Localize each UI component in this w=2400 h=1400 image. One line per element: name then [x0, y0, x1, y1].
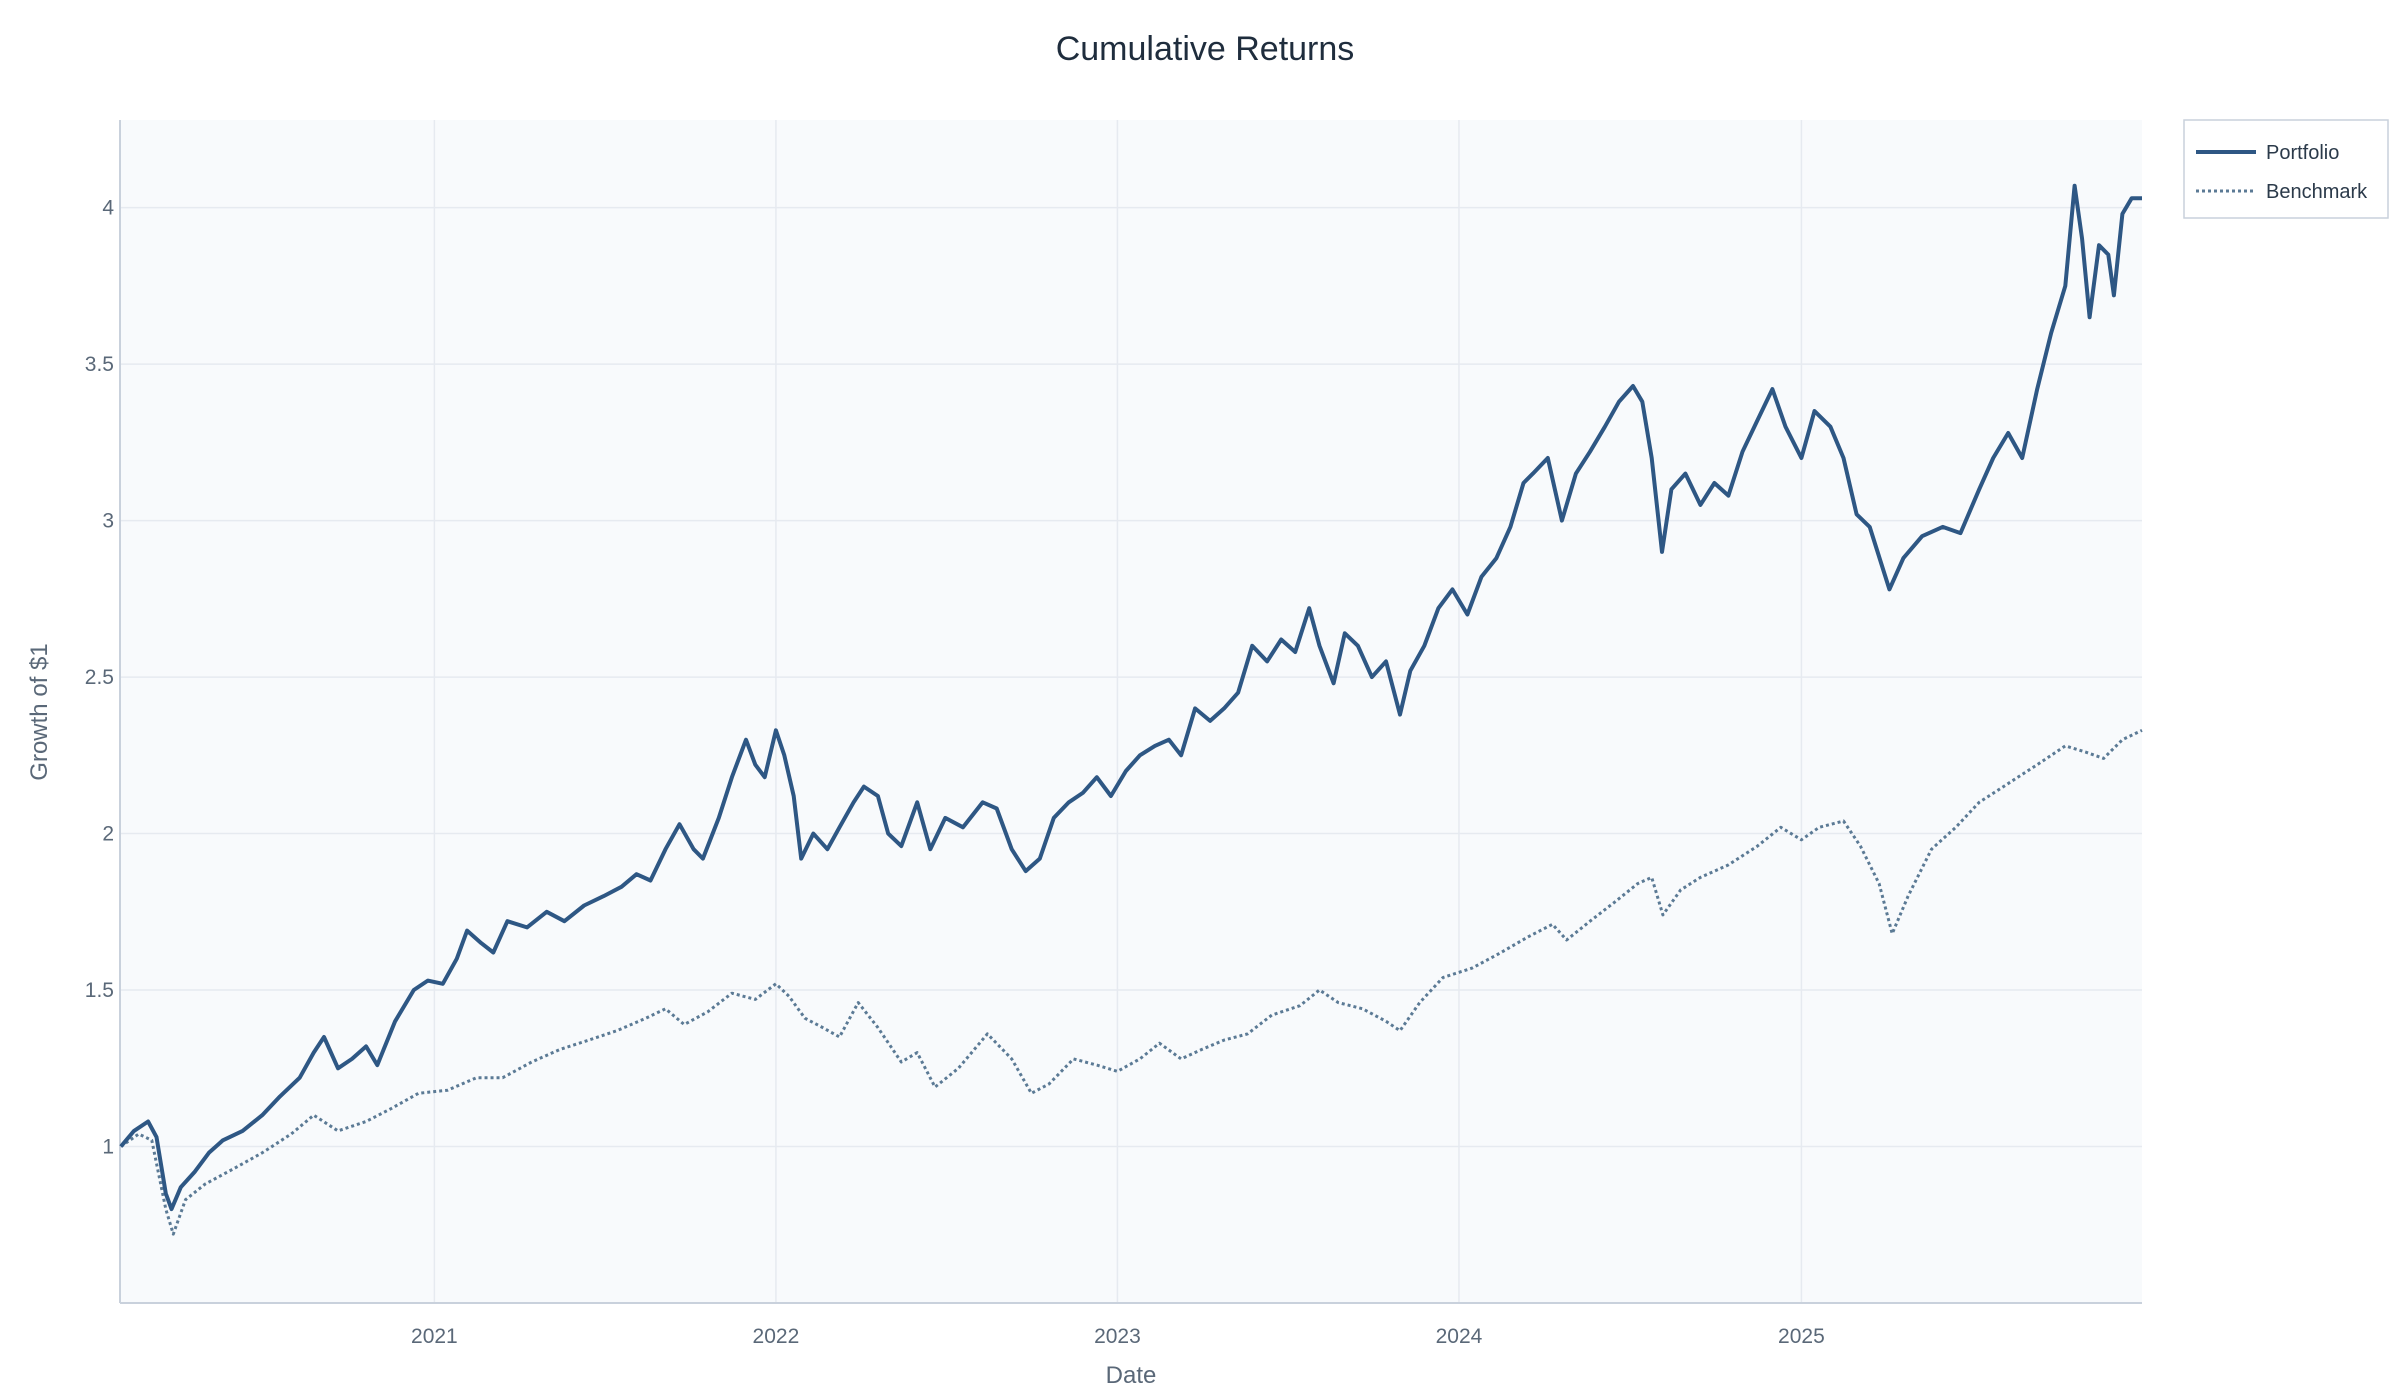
series-line-portfolio	[119, 183, 2142, 1212]
x-tick-label: 2024	[1436, 1325, 1483, 1348]
y-tick-label: 4	[102, 197, 114, 220]
x-axis-title: Date	[1106, 1362, 1157, 1389]
y-axis-ticks: 1 1.5 2 2.5 3 3.5 4	[85, 197, 115, 1159]
y-tick-label: 2	[102, 823, 114, 846]
series-line-benchmark	[120, 728, 2143, 1236]
x-tick-label: 2023	[1094, 1325, 1141, 1348]
y-tick-label: 3	[102, 510, 114, 533]
plot-area	[120, 120, 2142, 1303]
x-tick-label: 2021	[411, 1325, 458, 1348]
y-tick-label: 2.5	[85, 666, 114, 689]
legend-label-benchmark: Benchmark	[2266, 181, 2368, 203]
x-tick-label: 2025	[1778, 1325, 1825, 1348]
legend-label-portfolio: Portfolio	[2266, 142, 2339, 164]
x-axis-ticks: 2021 2022 2023 2024 2025	[411, 1325, 1825, 1348]
y-tick-label: 3.5	[85, 353, 114, 376]
chart-title: Cumulative Returns	[1056, 30, 1355, 68]
grid-lines	[120, 120, 2142, 1303]
y-tick-label: 1.5	[85, 979, 114, 1002]
y-axis-title: Growth of $1	[26, 643, 53, 780]
y-tick-label: 1	[102, 1136, 114, 1159]
x-tick-label: 2022	[753, 1325, 800, 1348]
legend: Portfolio Benchmark	[2183, 119, 2389, 219]
legend-box	[2183, 119, 2389, 219]
